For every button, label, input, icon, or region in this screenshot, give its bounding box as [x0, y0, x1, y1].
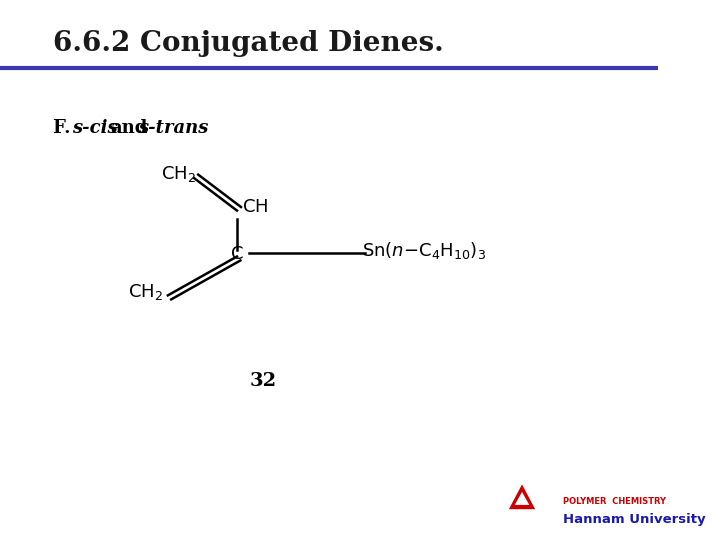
Text: $\mathrm{CH_2}$: $\mathrm{CH_2}$ [128, 282, 163, 302]
Text: and: and [111, 119, 148, 137]
Text: 6.6.2 Conjugated Dienes.: 6.6.2 Conjugated Dienes. [53, 30, 444, 57]
Text: 32: 32 [250, 372, 277, 390]
Text: Hannam University: Hannam University [563, 513, 706, 526]
Text: F.: F. [53, 119, 76, 137]
Text: s-cis: s-cis [73, 119, 118, 137]
Text: POLYMER  CHEMISTRY: POLYMER CHEMISTRY [563, 497, 666, 505]
Text: $\mathrm{CH_2}$: $\mathrm{CH_2}$ [161, 164, 197, 184]
Polygon shape [515, 492, 529, 505]
Text: $\mathrm{Sn}(n\mathrm{-C_4H_{10})_3}$: $\mathrm{Sn}(n\mathrm{-C_4H_{10})_3}$ [362, 240, 486, 260]
Text: $\mathrm{C}$: $\mathrm{C}$ [230, 245, 244, 263]
Text: s-trans: s-trans [138, 119, 209, 137]
Polygon shape [509, 484, 535, 509]
Text: $\mathrm{CH}$: $\mathrm{CH}$ [242, 198, 268, 217]
